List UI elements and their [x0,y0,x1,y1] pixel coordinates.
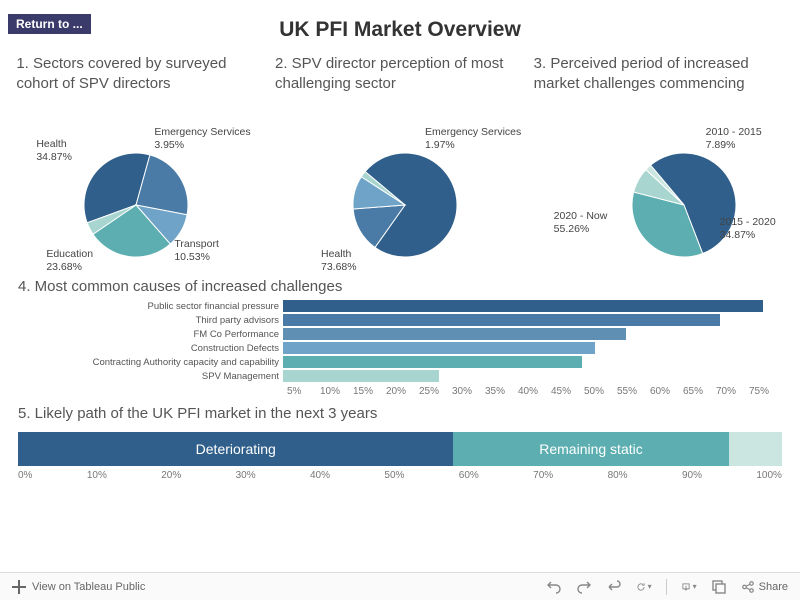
fullscreen-icon[interactable] [711,579,727,595]
bar-fill[interactable] [283,370,439,382]
view-on-tableau-link[interactable]: View on Tableau Public [32,581,145,593]
chart-title: 3. Perceived period of increased market … [534,54,784,116]
bar-label: SPV Management [18,371,283,382]
bar-row: FM Co Performance [18,327,782,341]
stacked-segment[interactable] [729,432,782,466]
bar-label: Construction Defects [18,343,283,354]
stacked-section-title: 5. Likely path of the UK PFI market in t… [0,397,800,426]
share-icon [741,580,755,594]
pie-label: Health73.68% [321,248,357,273]
refresh-icon[interactable]: ▾ [636,579,652,595]
bar-row: Contracting Authority capacity and capab… [18,355,782,369]
bar-axis: 5%10%15%20%25%30%35%40%45%50%55%60%65%70… [287,383,782,397]
bar-row: SPV Management [18,369,782,383]
page-title: UK PFI Market Overview [0,0,800,42]
pie-chart-2: 2. SPV director perception of most chall… [275,54,525,270]
bar-label: Public sector financial pressure [18,301,283,312]
bar-fill[interactable] [283,328,626,340]
bar-label: Contracting Authority capacity and capab… [18,357,283,368]
bar-section-title: 4. Most common causes of increased chall… [0,270,800,299]
bar-fill[interactable] [283,356,582,368]
stacked-bar-chart: DeterioratingRemaining static 0%10%20%30… [0,426,800,481]
tableau-footer: View on Tableau Public ▾ ▾ Share [0,572,800,600]
stacked-segment[interactable]: Deteriorating [18,432,453,466]
bar-fill[interactable] [283,342,595,354]
bar-fill[interactable] [283,300,763,312]
pie-label: Health34.87% [36,138,72,163]
pie-label: Transport10.53% [174,238,219,263]
download-icon[interactable]: ▾ [681,579,697,595]
bar-row: Construction Defects [18,341,782,355]
stacked-axis: 0%10%20%30%40%50%60%70%80%90%100% [18,466,782,481]
pie-label: Emergency Services1.97% [425,126,521,151]
bar-chart: Public sector financial pressure Third pa… [0,299,800,397]
bar-fill[interactable] [283,314,720,326]
bar-label: FM Co Performance [18,329,283,340]
tableau-icon [12,580,26,594]
chart-title: 1. Sectors covered by surveyed cohort of… [16,54,266,116]
pie-label: 2010 - 20157.89% [706,126,762,151]
pie-label: 2015 - 202034.87% [720,216,776,241]
pie-label: 2020 - Now55.26% [554,210,608,235]
stacked-segment[interactable]: Remaining static [453,432,728,466]
pie-charts-row: 1. Sectors covered by surveyed cohort of… [0,42,800,270]
bar-row: Public sector financial pressure [18,299,782,313]
bar-label: Third party advisors [18,315,283,326]
revert-icon[interactable] [606,579,622,595]
return-button[interactable]: Return to ... [8,14,91,34]
pie-chart-3: 3. Perceived period of increased market … [534,54,784,270]
pie-label: Emergency Services3.95% [154,126,250,151]
undo-icon[interactable] [546,579,562,595]
pie-label: Education23.68% [46,248,93,273]
chart-title: 2. SPV director perception of most chall… [275,54,525,116]
bar-row: Third party advisors [18,313,782,327]
redo-icon[interactable] [576,579,592,595]
pie-chart-1: 1. Sectors covered by surveyed cohort of… [16,54,266,270]
share-button[interactable]: Share [741,580,788,594]
